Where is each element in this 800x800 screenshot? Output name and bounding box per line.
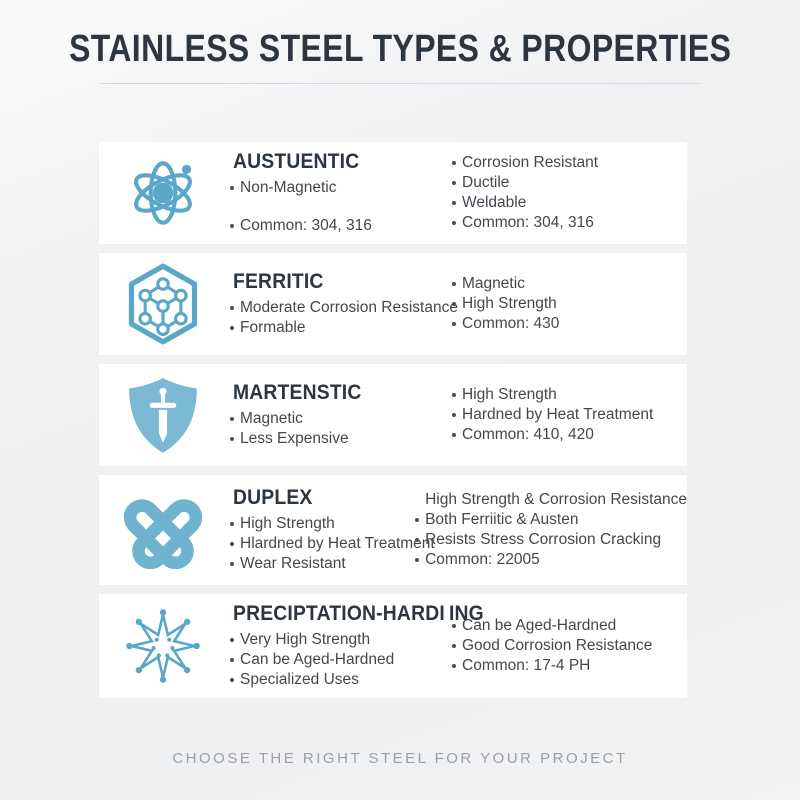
property-item: Magnetic <box>227 409 449 429</box>
card-title: MARTENSTIC <box>233 381 362 404</box>
property-item: Can be Aged-Hardned <box>227 650 449 670</box>
property-item: Common: 430 <box>449 314 687 334</box>
steel-type-list: AUSTUENTIC Non-Magnetic Common: 304, 316… <box>99 142 687 698</box>
title-divider <box>100 83 700 84</box>
property-item: Common: 17-4 PH <box>449 656 687 676</box>
card-title: DUPLEX <box>233 486 313 509</box>
property-item: Specialized Uses <box>227 670 449 690</box>
property-item: Hardned by Heat Treatment <box>449 405 687 425</box>
property-item: Can be Aged-Hardned <box>449 616 687 636</box>
property-item: High Strength <box>449 385 687 405</box>
crystal-lattice-icon <box>121 261 205 347</box>
property-item: Weldable <box>449 193 687 213</box>
property-item: Corrosion Resistant <box>449 153 687 173</box>
property-item: Ductile <box>449 173 687 193</box>
property-item: Less Expensive <box>227 429 449 449</box>
property-item: High Strength <box>449 294 687 314</box>
card-austenitic: AUSTUENTIC Non-Magnetic Common: 304, 316… <box>99 142 687 244</box>
property-item: Formable <box>227 318 449 338</box>
property-item: Common: 410, 420 <box>449 425 687 445</box>
card-duplex: DUPLEX High Strength Hlardned by Heat Tr… <box>99 475 687 585</box>
property-item: High Strength <box>227 514 412 534</box>
property-item: Common: 304, 316 <box>449 213 687 233</box>
card-martensitic: MARTENSTIC Magnetic Less Expensive High … <box>99 364 687 466</box>
starburst-icon <box>121 603 205 689</box>
property-item: Wear Resistant <box>227 554 412 574</box>
property-item: Common: 22005 <box>412 550 687 570</box>
property-item: Non-Magnetic <box>227 178 449 198</box>
footer-tagline: CHOOSE THE RIGHT STEEL FOR YOUR PROJECT <box>172 750 628 767</box>
card-ferritic: FERRITIC Moderate Corrosion Resistance F… <box>99 253 687 355</box>
property-item: Good Corrosion Resistance <box>449 636 687 656</box>
card-precipitation-hardening: PRECIPTATION-HARDI ING Very High Strengt… <box>99 594 687 698</box>
card-title: AUSTUENTIC <box>233 150 360 173</box>
interlocked-knot-icon <box>121 487 205 573</box>
property-item: Magnetic <box>449 274 687 294</box>
property-item: Moderate Corrosion Resistance <box>227 298 458 318</box>
property-item: Hlardned by Heat Treatment <box>227 534 435 554</box>
property-item: Resists Stress Corrosion Cracking <box>412 530 687 550</box>
shield-sword-icon <box>122 373 204 457</box>
card-title: FERRITIC <box>233 270 324 293</box>
property-item: Common: 304, 316 <box>227 216 449 236</box>
page-title: STAINLESS STEEL TYPES & PROPERTIES <box>68 28 732 70</box>
card-title: PRECIPTATION-HARDI ING <box>233 602 484 625</box>
property-item: Very High Strength <box>227 630 449 650</box>
property-item: Both Ferriitic & Austen <box>412 510 687 530</box>
property-item: High Strength & Corrosion Resistance <box>425 491 687 508</box>
atom-icon <box>122 151 204 235</box>
